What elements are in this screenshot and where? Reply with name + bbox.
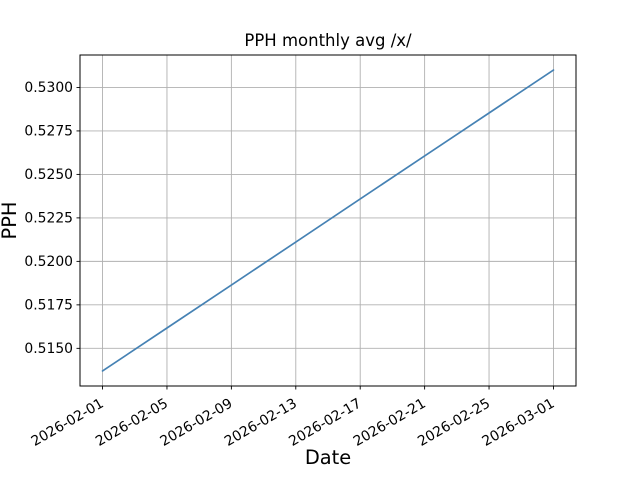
x-tick-label: 2026-02-17 [286,396,364,450]
y-tick-label: 0.5275 [24,124,73,140]
y-tick-label: 0.5175 [24,298,73,314]
x-tick-label: 2026-02-05 [93,396,171,450]
x-tick-label: 2026-02-25 [415,396,493,450]
y-axis-label: PPH [0,202,21,240]
axes-spines [79,54,577,387]
tick-marks [76,86,554,390]
x-axis-label: Date [305,446,351,469]
y-tick-label: 0.5150 [24,341,73,357]
y-tick-label: 0.5250 [24,167,73,183]
data-series-layer [101,69,555,372]
x-tick-label: 2026-02-13 [222,396,300,450]
x-tick-label: 2026-03-01 [480,396,558,450]
gridlines [80,55,576,386]
x-tick-label: 2026-02-01 [29,396,107,450]
chart-title: PPH monthly avg /x/ [244,31,412,50]
y-tick-labels: 0.5150 0.5175 0.5200 0.5225 0.5250 0.5275 0.53… [24,80,73,357]
x-tick-label: 2026-02-21 [351,396,429,450]
x-tick-labels: 2026-02-012026-02-052026-02-092026-02-13… [29,396,558,450]
series-line [101,69,555,372]
y-tick-label: 0.5225 [24,211,73,227]
x-tick-label: 2026-02-09 [157,396,235,450]
y-tick-label: 0.5300 [24,80,73,96]
y-tick-label: 0.5200 [24,254,73,270]
